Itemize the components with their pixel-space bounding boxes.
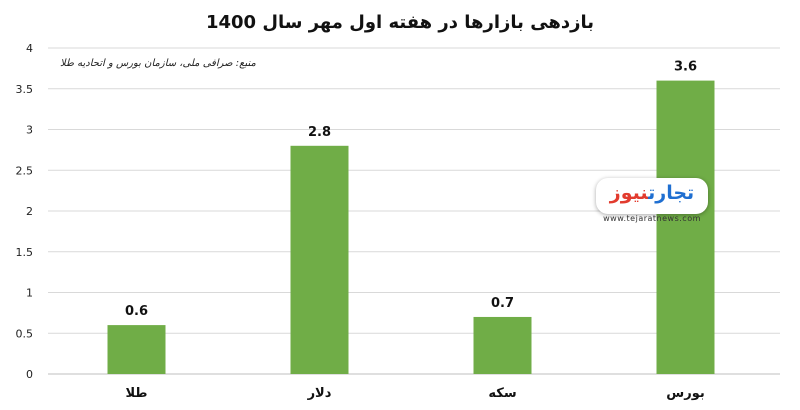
tejaratnews-logo: تجارتنیوز www.tejaratnews.com: [596, 178, 708, 226]
data-label: 0.7: [491, 296, 514, 311]
y-tick-label: 4: [26, 42, 33, 55]
y-tick-label: 1: [26, 287, 33, 300]
logo-badge: [596, 178, 708, 214]
data-label: 0.6: [125, 304, 148, 319]
source-note: منبع: صرافی ملی، سازمان بورس و اتحادیه ط…: [60, 58, 256, 69]
logo-text-part1: تجارت: [648, 182, 695, 204]
x-tick-label: دلار: [307, 386, 332, 401]
bar: [107, 325, 166, 374]
x-tick-label: طلا: [125, 386, 147, 401]
x-tick-label: بورس: [666, 386, 704, 401]
y-tick-label: 0: [26, 368, 33, 381]
data-label: 3.6: [674, 60, 697, 75]
y-tick-label: 0.5: [16, 327, 34, 340]
y-tick-label: 2: [26, 205, 33, 218]
y-tick-label: 1.5: [16, 246, 34, 259]
y-tick-label: 2.5: [16, 164, 34, 177]
chart-title: بازدهی بازارها در هفته اول مهر سال 1400: [205, 12, 594, 33]
x-tick-label: سکه: [488, 386, 516, 401]
bar: [656, 80, 715, 374]
y-tick-label: 3: [26, 124, 33, 137]
bar: [473, 316, 532, 374]
y-tick-label: 3.5: [16, 83, 34, 96]
logo-text-part2: نیوز: [609, 182, 649, 204]
logo-url: www.tejaratnews.com: [603, 214, 701, 223]
data-label: 2.8: [308, 125, 331, 140]
bar: [290, 145, 349, 374]
logo-text: تجارتنیوز: [596, 182, 708, 204]
